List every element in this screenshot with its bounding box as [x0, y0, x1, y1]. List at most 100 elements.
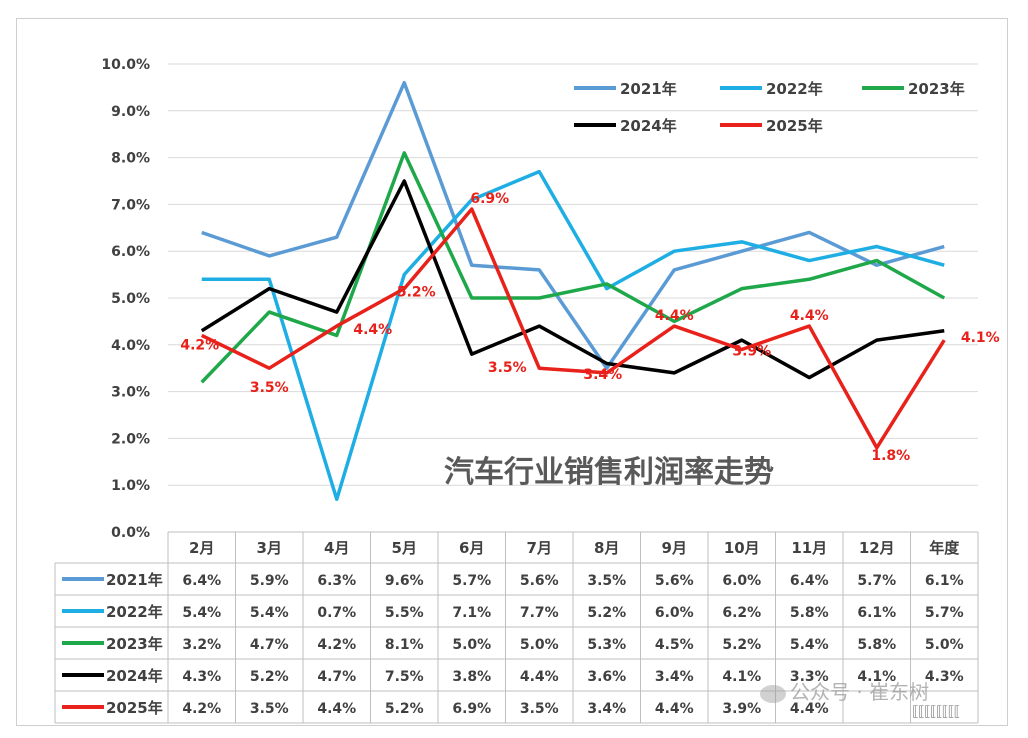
series-line [201, 169, 945, 501]
table-cell: 3.5% [520, 701, 559, 717]
table-cell: 6.1% [857, 605, 896, 621]
y-tick-label: 6.0% [111, 244, 150, 260]
table-cell: 5.7% [857, 573, 896, 589]
table-cell: 3.9% [722, 701, 761, 717]
legend-label: 2025年 [766, 117, 823, 135]
x-category-label: 5月 [392, 539, 417, 557]
x-category-label: 11月 [791, 539, 827, 557]
table-cell: 4.5% [655, 637, 694, 653]
data-label: 6.9% [470, 191, 509, 207]
table-cell: 5.8% [857, 637, 896, 653]
series-line [200, 207, 946, 450]
table-cell: 5.2% [587, 605, 626, 621]
data-label: 3.4% [583, 367, 622, 383]
table-cell: 5.4% [250, 605, 289, 621]
watermark: 公众号 · 崔东树 [760, 676, 929, 705]
y-tick-label: 8.0% [111, 151, 150, 167]
table-series-name: 2025年 [106, 699, 163, 717]
data-label: 4.4% [353, 322, 392, 338]
table-cell: 5.4% [790, 637, 829, 653]
data-label: 4.4% [790, 308, 829, 324]
table-cell: 4.3% [925, 669, 964, 685]
table-cell: 5.2% [385, 701, 424, 717]
table-cell: 5.2% [722, 637, 761, 653]
legend-label: 2021年 [620, 80, 677, 98]
x-category-label: 9月 [662, 539, 687, 557]
x-category-label: 10月 [724, 539, 760, 557]
table-cell: 4.2% [182, 701, 221, 717]
table-cell: 6.2% [722, 605, 761, 621]
table-cell: 3.2% [182, 637, 221, 653]
y-tick-label: 1.0% [111, 478, 150, 494]
table-cell: 7.7% [520, 605, 559, 621]
table-cell: 3.4% [655, 669, 694, 685]
table-cell: 3.5% [250, 701, 289, 717]
table-cell: 6.3% [317, 573, 356, 589]
y-tick-label: 7.0% [111, 197, 150, 213]
table-cell: 4.2% [317, 637, 356, 653]
table-cell: 6.9% [452, 701, 491, 717]
data-label: 1.8% [871, 448, 910, 464]
legend-label: 2023年 [908, 80, 965, 98]
table-cell: 6.0% [722, 573, 761, 589]
table-cell: 5.0% [925, 637, 964, 653]
table-cell: 3.4% [587, 701, 626, 717]
data-label: 4.2% [180, 337, 219, 353]
y-tick-label: 3.0% [111, 385, 150, 401]
table-cell: 4.4% [655, 701, 694, 717]
data-label: 3.5% [250, 380, 289, 396]
table-cell: 4.4% [317, 701, 356, 717]
y-tick-label: 4.0% [111, 338, 150, 354]
series-line [200, 151, 946, 384]
table-cell: 0.7% [317, 605, 356, 621]
table-cell: 6.4% [790, 573, 829, 589]
x-category-label: 6月 [459, 539, 484, 557]
table-cell: 7.5% [385, 669, 424, 685]
table-cell: 5.4% [182, 605, 221, 621]
table-cell: 5.7% [452, 573, 491, 589]
x-category-label: 3月 [257, 539, 282, 557]
table-cell: 3.5% [587, 573, 626, 589]
table-cell: 8.1% [385, 637, 424, 653]
table-cell: 5.6% [655, 573, 694, 589]
x-category-label: 年度 [929, 539, 960, 557]
table-cell: 6.1% [925, 573, 964, 589]
legend-label: 2022年 [766, 80, 823, 98]
table-cell: 6.4% [182, 573, 221, 589]
table-series-name: 2023年 [106, 635, 163, 653]
chart-title: 汽车行业销售利润率走势 [444, 455, 774, 490]
y-tick-label: 0.0% [111, 525, 150, 541]
table-series-name: 2022年 [106, 603, 163, 621]
table-cell: 3.3% [790, 669, 829, 685]
x-category-label: 12月 [859, 539, 895, 557]
table-cell: 3.8% [452, 669, 491, 685]
data-label: 4.4% [655, 308, 694, 324]
table-cell: 4.1% [722, 669, 761, 685]
table-cell: 7.1% [452, 605, 491, 621]
table-cell: 5.7% [925, 605, 964, 621]
watermark-text: 公众号 · 崔东树 [790, 680, 930, 704]
table-cell: 4.4% [790, 701, 829, 717]
chart-frame [16, 18, 1008, 726]
table-cell: 3.6% [587, 669, 626, 685]
series-line [200, 179, 945, 380]
table-cell: 4.7% [317, 669, 356, 685]
table-cell: 5.9% [250, 573, 289, 589]
x-category-label: 8月 [594, 539, 619, 557]
y-tick-label: 5.0% [111, 291, 150, 307]
legend-label: 2024年 [620, 117, 677, 135]
expand-icon: ⟦⟦⟦⟦⟦⟦⟦⟦ [912, 704, 960, 720]
table-cell: 4.3% [182, 669, 221, 685]
x-category-label: 2月 [189, 539, 214, 557]
y-tick-label: 10.0% [101, 57, 150, 73]
x-category-label: 4月 [324, 539, 349, 557]
table-cell: 5.8% [790, 605, 829, 621]
table-cell: 4.1% [857, 669, 896, 685]
y-tick-label: 2.0% [111, 431, 150, 447]
table-cell: 5.0% [452, 637, 491, 653]
table-cell: 9.6% [385, 573, 424, 589]
table-series-name: 2021年 [106, 571, 163, 589]
data-label: 3.9% [732, 343, 771, 359]
x-category-label: 7月 [527, 539, 552, 557]
y-tick-label: 9.0% [111, 104, 150, 120]
